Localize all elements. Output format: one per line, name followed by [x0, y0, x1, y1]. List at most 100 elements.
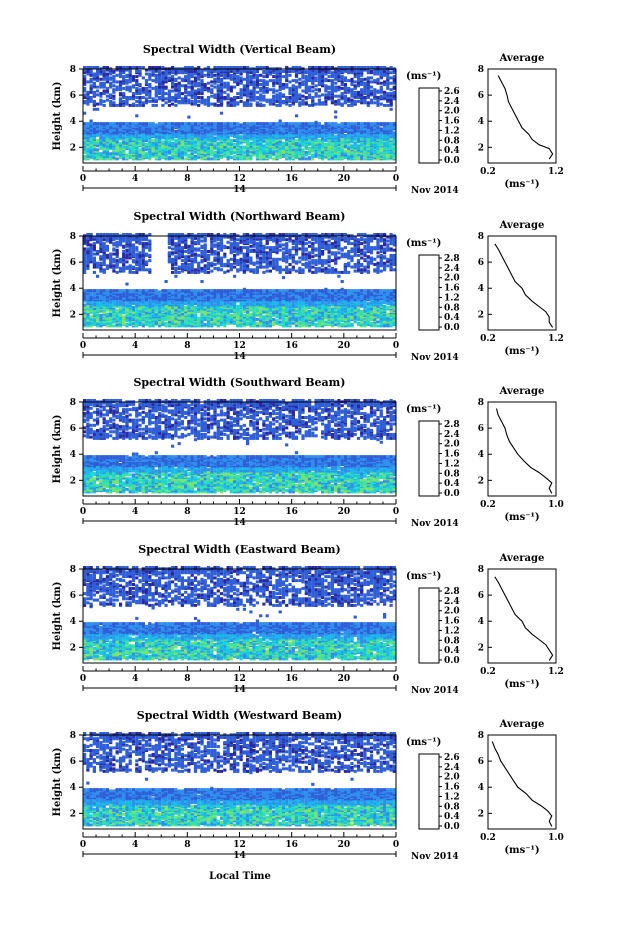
heatmap-cell — [239, 148, 243, 152]
heatmap-cell — [118, 257, 123, 261]
heatmap-cell — [148, 89, 152, 93]
heatmap-cell — [167, 238, 171, 242]
heatmap-cell — [105, 266, 109, 270]
heatmap-cell — [83, 93, 87, 97]
heatmap-cell — [327, 71, 331, 75]
heatmap-cell — [219, 136, 224, 140]
heatmap-cell — [219, 66, 224, 69]
heatmap-cell — [376, 81, 380, 85]
heatmap-cell — [151, 146, 155, 150]
heatmap-cell — [262, 69, 266, 73]
heatmap-cell — [308, 146, 312, 150]
heatmap-cell — [102, 248, 106, 252]
heatmap-cell — [236, 122, 240, 126]
heatmap-cell — [343, 86, 347, 90]
heatmap-cell — [99, 313, 103, 317]
heatmap-cell — [138, 259, 142, 263]
heatmap-cell — [255, 85, 259, 89]
heatmap-cell — [301, 143, 305, 146]
heatmap-cell — [83, 250, 87, 253]
heatmap-cell — [135, 289, 139, 293]
y-tick-label: 2 — [70, 143, 76, 153]
heatmap-cell — [216, 79, 220, 83]
heatmap-cell — [219, 93, 224, 97]
heatmap-cell — [213, 150, 217, 154]
heatmap-cell — [200, 101, 204, 105]
heatmap-cell — [213, 66, 217, 69]
heatmap-cell — [118, 266, 123, 270]
heatmap-cell — [125, 323, 129, 327]
heatmap-cell — [122, 233, 126, 236]
heatmap-cell — [376, 157, 380, 161]
heatmap-cell — [210, 102, 214, 106]
heatmap-cell — [252, 69, 256, 73]
heatmap-cell — [102, 244, 106, 248]
heatmap-cell — [141, 259, 145, 263]
heatmap-cell — [353, 122, 357, 126]
heatmap-cell — [115, 302, 119, 306]
heatmap-cell — [203, 145, 207, 149]
heatmap-cell — [86, 302, 90, 306]
heatmap-cell — [356, 73, 361, 77]
heatmap-cell — [92, 252, 96, 256]
heatmap-cell — [158, 75, 162, 79]
heatmap-cell — [96, 303, 100, 307]
heatmap-cell — [321, 84, 325, 88]
heatmap-cell — [386, 73, 390, 77]
heatmap-cell — [281, 75, 286, 79]
heatmap-cell — [337, 148, 341, 152]
heatmap-cell — [118, 306, 123, 310]
heatmap-cell — [249, 75, 253, 79]
heatmap-cell — [242, 88, 246, 92]
heatmap-cell — [376, 143, 380, 146]
heatmap-cell — [369, 133, 374, 137]
heatmap-cell — [285, 98, 289, 102]
heatmap-cell — [89, 150, 93, 154]
heatmap-cell — [135, 135, 139, 139]
heatmap-cell — [187, 69, 191, 73]
heatmap-cell — [190, 152, 194, 156]
heatmap-cell — [340, 77, 344, 81]
heatmap-cell — [144, 72, 149, 76]
date-month-year: Nov 2014 — [411, 186, 459, 196]
heatmap-cell — [92, 294, 96, 298]
heatmap-cell — [83, 236, 87, 240]
heatmap-cell — [373, 143, 377, 146]
heatmap-cell — [167, 320, 171, 324]
heatmap-cell — [337, 72, 341, 76]
heatmap-cell — [177, 76, 181, 80]
heatmap-cell — [135, 66, 139, 69]
heatmap-cell — [294, 93, 299, 97]
heatmap-cell — [278, 122, 282, 126]
heatmap-cell — [92, 263, 96, 266]
heatmap-cell — [148, 77, 152, 81]
heatmap-cell — [210, 72, 214, 76]
heatmap-cell — [366, 130, 370, 133]
heatmap-cell — [83, 96, 87, 99]
heatmap-cell — [99, 255, 103, 259]
heatmap-cell — [171, 266, 175, 270]
heatmap-cell — [89, 133, 93, 137]
heatmap-cell — [144, 306, 149, 310]
heatmap-cell — [109, 304, 113, 308]
heatmap-cell — [112, 297, 116, 300]
heatmap-cell — [311, 85, 315, 89]
heatmap-cell — [167, 140, 171, 144]
heatmap-cell — [317, 94, 321, 98]
heatmap-cell — [294, 79, 299, 83]
heatmap-cell — [131, 306, 136, 310]
heatmap-cell — [216, 93, 220, 97]
heatmap-cell — [206, 99, 211, 103]
heatmap-cell — [148, 83, 152, 86]
heatmap-cell — [92, 307, 96, 311]
heatmap-cell — [122, 140, 126, 144]
heatmap-cell — [330, 79, 334, 83]
heatmap-cell — [135, 252, 139, 256]
heatmap-cell — [334, 135, 338, 139]
heatmap-cell — [294, 71, 299, 75]
heatmap-cell — [343, 122, 347, 126]
heatmap-cell — [389, 71, 393, 75]
heatmap-cell — [144, 122, 149, 126]
heatmap-cell — [308, 93, 312, 97]
heatmap-cell — [324, 68, 328, 72]
